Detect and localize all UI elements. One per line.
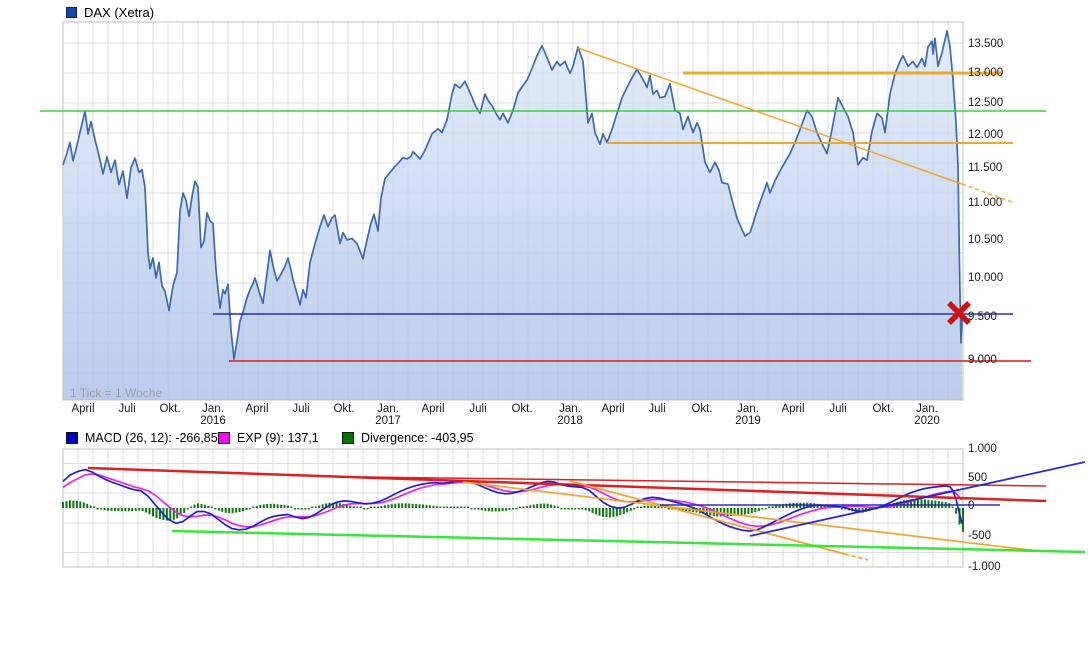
legend-item-macd[interactable]: MACD (26, 12): -266,85 [66,431,218,445]
time-tick-label: April [601,403,625,415]
tick-footnote: 1 Tick = 1 Woche [70,386,163,400]
price-tick-label: 13.000 [968,67,1004,79]
time-tick-label: April [421,403,445,415]
chart-title: DAX (Xetra) [66,5,154,20]
price-tick-label: 12.500 [968,97,1004,109]
time-tick-label: Okt. [333,403,355,415]
macd-color-swatch-icon [66,432,78,444]
time-tick-label: Okt. [691,403,713,415]
price-tick-label: 11.000 [968,197,1003,209]
legend-item-exp[interactable]: EXP (9): 137,1 [218,431,319,445]
time-tick-label: Juli [829,403,847,415]
price-tick-label: 9.500 [968,311,997,323]
legend-item-divergence[interactable]: Divergence: -403,95 [342,431,474,445]
macd-tick-label: 1.000 [968,443,997,455]
macd-tick-label: 0 [968,500,975,512]
divergence-color-swatch-icon [342,432,354,444]
macd-tick-label: -1.000 [968,561,1001,573]
macd-tick-label: 500 [968,472,988,484]
time-tick-label: Jan. 2020 [914,403,940,427]
exp-color-swatch-icon [218,432,230,444]
time-tick-label: Okt. [511,403,533,415]
macd-tick-label: -500 [968,530,992,542]
price-tick-label: 10.000 [968,272,1004,284]
series-marker-icon [66,7,77,18]
price-tick-label: 11.500 [968,162,1003,174]
time-tick-label: Jan. 2019 [735,403,761,427]
time-tick-label: Juli [292,403,310,415]
time-tick-label: April [71,403,95,415]
time-tick-label: Juli [648,403,666,415]
price-tick-label: 12.000 [968,129,1004,141]
time-tick-label: Juli [118,403,136,415]
time-tick-label: April [781,403,805,415]
chart-title-label: DAX (Xetra) [84,5,155,20]
price-tick-label: 9.000 [968,354,997,366]
price-tick-label: 10.500 [968,234,1004,246]
time-tick-label: Jan. 2017 [375,403,401,427]
time-tick-label: April [245,403,269,415]
time-tick-label: Okt. [159,403,181,415]
time-tick-label: Jan. 2016 [200,403,226,427]
time-tick-label: Juli [469,403,487,415]
time-tick-label: Okt. [872,403,894,415]
price-tick-label: 13.500 [968,38,1004,50]
time-tick-label: Jan. 2018 [557,403,583,427]
